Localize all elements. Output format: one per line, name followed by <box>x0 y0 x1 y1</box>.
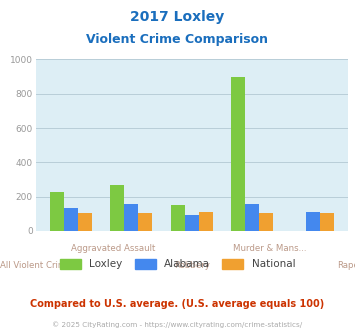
Text: Compared to U.S. average. (U.S. average equals 100): Compared to U.S. average. (U.S. average … <box>31 299 324 309</box>
Bar <box>124 204 138 231</box>
Bar <box>64 208 78 231</box>
Bar <box>199 212 213 231</box>
Bar <box>110 185 124 231</box>
Text: Rape: Rape <box>337 261 355 270</box>
Text: Robbery: Robbery <box>174 261 210 270</box>
Bar <box>185 215 199 231</box>
Bar <box>171 205 185 231</box>
Text: Aggravated Assault: Aggravated Assault <box>71 244 156 253</box>
Text: 2017 Loxley: 2017 Loxley <box>130 10 225 24</box>
Bar <box>231 77 245 231</box>
Bar <box>138 213 152 231</box>
Text: Murder & Mans...: Murder & Mans... <box>233 244 307 253</box>
Bar <box>78 213 92 231</box>
Text: All Violent Crime: All Violent Crime <box>0 261 71 270</box>
Bar <box>245 204 259 231</box>
Bar <box>320 213 334 231</box>
Bar <box>259 213 273 231</box>
Legend: Loxley, Alabama, National: Loxley, Alabama, National <box>56 255 299 274</box>
Text: Violent Crime Comparison: Violent Crime Comparison <box>87 33 268 46</box>
Bar <box>306 212 320 231</box>
Text: © 2025 CityRating.com - https://www.cityrating.com/crime-statistics/: © 2025 CityRating.com - https://www.city… <box>53 322 302 328</box>
Bar <box>50 192 64 231</box>
